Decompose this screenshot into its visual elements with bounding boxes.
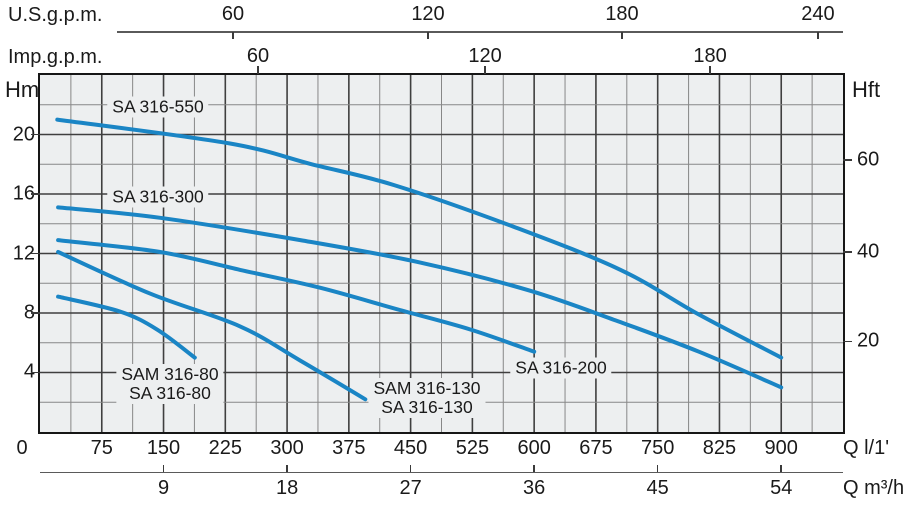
us-gpm-tick-mark: [232, 32, 234, 39]
curve-sa-316-550: [55, 117, 784, 360]
q-lmin-tick-label: 675: [579, 437, 613, 459]
imp-gpm-tick-mark: [709, 66, 711, 74]
head-ft-tick-label: 40: [857, 240, 880, 263]
curve-label-sam-316-80-sa-316-80: SAM 316-80 SA 316-80: [116, 364, 224, 404]
curve-label-sam-316-130-sa-316-130: SAM 316-130 SA 316-130: [368, 378, 486, 418]
q-m3h-tick-label: 27: [399, 477, 422, 499]
us-gpm-tick-mark: [621, 32, 623, 39]
curve-sa-316-200: [56, 238, 537, 354]
q-m3h-axis-title: Q m³/h: [843, 477, 905, 499]
curve-label-sa-316-200: SA 316-200: [510, 357, 612, 379]
head-ft-tick-label: 20: [857, 329, 880, 352]
imp-gpm-tick-mark: [257, 66, 259, 74]
head-m-tick-mark: [31, 133, 40, 136]
us-gpm-tick-mark: [817, 32, 819, 39]
curve-label-line: SAM 316-80: [121, 364, 219, 384]
curve-sam-316-130-sa-316-130: [56, 250, 368, 402]
curve-label-sa-316-300: SA 316-300: [107, 186, 209, 208]
head-m-tick-label: 4: [23, 360, 35, 383]
head-m-tick-label: 16: [12, 182, 35, 205]
head-ft-tick-mark: [843, 251, 852, 253]
imp-gpm-tick-label: 120: [468, 45, 502, 67]
q-m3h-tick-label: 36: [523, 477, 546, 499]
head-ft-tick-mark: [843, 340, 852, 343]
us-gpm-tick-mark: [427, 32, 429, 39]
head-m-tick-mark: [31, 252, 40, 255]
q-m3h-tick-label: 54: [770, 477, 793, 499]
curve-sam-316-80-sa-316-80: [56, 294, 197, 360]
q-lmin-tick-label: 825: [702, 437, 737, 459]
head-m-tick-mark: [31, 193, 40, 195]
head-m-tick-mark: [31, 371, 40, 374]
us-gpm-axis-line: [117, 31, 843, 33]
us-gpm-axis-title: U.S.g.p.m.: [8, 4, 103, 26]
q-lmin-tick-label: 900: [764, 437, 798, 459]
curve-label-line: SAM 316-130: [373, 378, 481, 398]
q-m3h-tick-mark: [409, 465, 412, 472]
q-m3h-tick-label: 18: [275, 477, 299, 499]
q-m3h-tick-label: 9: [157, 477, 170, 499]
head-ft-axis-title: Hft: [852, 77, 881, 102]
curve-label-line: SA 316-300: [112, 186, 204, 207]
curve-label-line: SA 316-200: [515, 357, 607, 378]
q-lmin-tick-label: 225: [208, 437, 243, 459]
q-lmin-tick-label: 750: [640, 437, 675, 459]
imp-gpm-tick-label: 60: [246, 45, 270, 67]
us-gpm-tick-label: 120: [411, 3, 445, 25]
curve-label-line: SA 316-130: [381, 397, 473, 417]
q-m3h-tick-mark: [162, 465, 165, 472]
q-lmin-tick-label: 600: [517, 437, 551, 459]
us-gpm-tick-label: 60: [221, 3, 245, 25]
q-m3h-tick-mark: [780, 465, 782, 472]
us-gpm-tick-label: 180: [605, 3, 639, 25]
q-lmin-tick-label: 75: [90, 437, 113, 459]
grid-and-curves-canvas: [40, 75, 843, 432]
head-ft-tick-mark: [843, 159, 852, 161]
q-m3h-tick-mark: [656, 465, 659, 472]
q-lmin-axis-title: Q l/1': [843, 437, 890, 459]
curve-label-line: SA 316-80: [129, 383, 211, 403]
head-m-tick-mark: [31, 312, 40, 314]
q-m3h-tick-label: 45: [646, 477, 669, 499]
q-lmin-tick-label: 450: [393, 437, 428, 459]
curve-label-line: SA 316-550: [112, 96, 204, 117]
q-lmin-tick-label: 300: [270, 437, 304, 459]
head-m-tick-label: 8: [23, 301, 35, 324]
us-gpm-tick-label: 240: [801, 3, 835, 25]
imp-gpm-tick-mark: [484, 66, 486, 74]
q-m3h-tick-mark: [286, 465, 288, 472]
head-m-tick-label: 12: [12, 242, 35, 264]
curve-label-sa-316-550: SA 316-550: [107, 96, 209, 118]
q-lmin-tick-label: 150: [146, 437, 181, 459]
q-m3h-axis-line: [40, 472, 843, 473]
q-lmin-tick-label: 525: [455, 437, 490, 459]
imp-gpm-tick-label: 180: [693, 45, 727, 67]
q-lmin-tick-label: 375: [332, 437, 366, 459]
q-m3h-tick-mark: [533, 465, 535, 472]
q-lmin-tick-label: 0: [16, 437, 28, 459]
head-m-axis-title: Hm: [5, 77, 40, 102]
head-m-tick-label: 20: [12, 123, 35, 145]
curve-sa-316-300: [56, 205, 784, 390]
head-ft-tick-label: 60: [857, 148, 880, 171]
imp-gpm-axis-title: Imp.g.p.m.: [8, 46, 103, 68]
